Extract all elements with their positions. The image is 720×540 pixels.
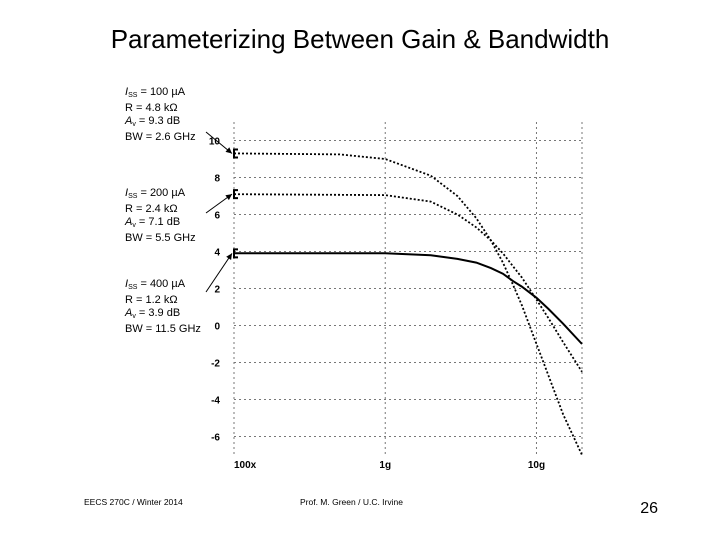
annotation-200ua: ISS = 200 µA R = 2.4 kΩ Av = 7.1 dB BW =… bbox=[125, 187, 196, 245]
annotation-av: Av = 7.1 dB bbox=[125, 215, 181, 229]
chart-grid bbox=[233, 122, 583, 455]
annotation-100ua: ISS = 100 µA R = 4.8 kΩ Av = 9.3 dB BW =… bbox=[125, 86, 196, 144]
series-start-marker bbox=[233, 248, 238, 259]
chart-axis: 10 8 6 4 2 0 -2 -4 -6 100x 1g 10g bbox=[209, 137, 545, 472]
arrow-head bbox=[225, 147, 232, 154]
x-tick-label: 100x bbox=[234, 460, 257, 471]
slide-title: Parameterizing Between Gain & Bandwidth bbox=[110, 24, 610, 54]
y-tick-label: -2 bbox=[211, 359, 220, 370]
y-tick-label: 8 bbox=[214, 174, 220, 185]
annotation-400ua: ISS = 400 µA R = 1.2 kΩ Av = 3.9 dB BW =… bbox=[125, 278, 201, 336]
series-start-marker bbox=[233, 189, 238, 200]
y-tick-label: -6 bbox=[211, 433, 220, 444]
arrow-head bbox=[225, 194, 232, 201]
annotation-arrow bbox=[205, 253, 233, 293]
y-tick-label: -4 bbox=[211, 396, 220, 407]
y-tick-label: 6 bbox=[214, 211, 220, 222]
annotation-iss: ISS = 400 µA bbox=[125, 278, 186, 291]
annotation-arrows bbox=[205, 131, 233, 293]
annotation-iss: ISS = 100 µA bbox=[125, 86, 186, 99]
y-tick-label: 2 bbox=[214, 285, 220, 296]
y-tick-label: 10 bbox=[209, 137, 221, 148]
series-start-marker bbox=[233, 148, 238, 159]
annotation-r: R = 4.8 kΩ bbox=[125, 102, 178, 115]
footer-author: Prof. M. Green / U.C. Irvine bbox=[300, 497, 403, 507]
annotation-r: R = 2.4 kΩ bbox=[125, 203, 178, 216]
chart-series bbox=[233, 152, 583, 456]
series-line-2 bbox=[233, 193, 583, 373]
y-tick-label: 0 bbox=[214, 322, 220, 333]
series-line-1 bbox=[233, 152, 583, 456]
annotation-av: Av = 3.9 dB bbox=[125, 306, 181, 320]
y-tick-label: 4 bbox=[214, 248, 220, 259]
footer-course: EECS 270C / Winter 2014 bbox=[84, 497, 183, 507]
series-line-3 bbox=[234, 252, 583, 345]
annotation-bw: BW = 2.6 GHz bbox=[125, 131, 196, 144]
arrow-head bbox=[226, 253, 232, 260]
chart-markers bbox=[233, 148, 238, 259]
annotation-bw: BW = 5.5 GHz bbox=[125, 232, 196, 245]
annotation-r: R = 1.2 kΩ bbox=[125, 294, 178, 307]
annotation-bw: BW = 11.5 GHz bbox=[125, 323, 201, 336]
annotation-iss: ISS = 200 µA bbox=[125, 187, 186, 200]
annotation-av: Av = 9.3 dB bbox=[125, 114, 181, 128]
x-tick-label: 1g bbox=[379, 460, 391, 471]
page-number: 26 bbox=[640, 500, 658, 517]
x-tick-label: 10g bbox=[528, 460, 545, 471]
